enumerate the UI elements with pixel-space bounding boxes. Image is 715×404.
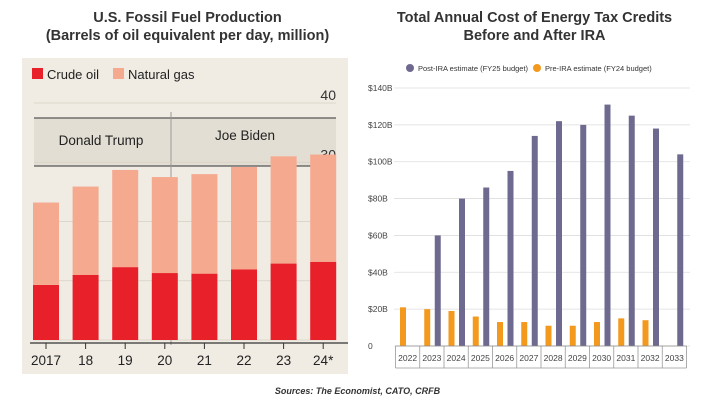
y-tick-label: $40B xyxy=(368,267,388,277)
y-tick-label: 0 xyxy=(368,341,373,351)
bar-post-ira xyxy=(459,198,465,346)
bar-natural-gas xyxy=(191,174,218,274)
bar-post-ira xyxy=(604,104,611,346)
bar-crude-oil xyxy=(72,274,99,340)
annotation-donald-trump: Donald Trump xyxy=(59,133,144,148)
x-tick-label: 24* xyxy=(313,353,334,368)
bar-natural-gas xyxy=(310,154,337,262)
bar-natural-gas xyxy=(33,202,59,285)
x-tick-label: 2027 xyxy=(519,353,538,363)
x-tick-label: 2032 xyxy=(641,353,660,363)
legend-label-pre-ira: Pre-IRA estimate (FY24 budget) xyxy=(545,64,652,73)
bar-post-ira xyxy=(531,135,538,346)
legend-marker-post-ira xyxy=(406,64,414,72)
y-tick-label: $100B xyxy=(368,157,393,167)
annotation-joe-biden: Joe Biden xyxy=(215,128,275,143)
bar-natural-gas xyxy=(231,166,257,270)
bar-post-ira xyxy=(653,128,659,346)
x-tick-label: 18 xyxy=(78,353,93,368)
legend-marker-pre-ira xyxy=(533,64,541,72)
x-tick-label: 2028 xyxy=(544,353,563,363)
y-tick-label: $80B xyxy=(368,194,388,204)
bar-post-ira xyxy=(556,121,562,347)
y-tick-label: $140B xyxy=(368,83,393,93)
bar-natural-gas xyxy=(151,177,178,274)
bar-natural-gas xyxy=(72,186,99,275)
x-tick-label: 23 xyxy=(276,353,291,368)
bar-crude-oil xyxy=(191,273,218,340)
x-tick-label: 22 xyxy=(236,353,251,368)
bar-crude-oil xyxy=(270,263,297,340)
x-tick-label: 19 xyxy=(118,353,133,368)
bar-crude-oil xyxy=(112,267,139,340)
legend-label-crude-oil: Crude oil xyxy=(47,67,99,82)
bar-pre-ira xyxy=(594,322,600,346)
left-chart-title: U.S. Fossil Fuel Production (Barrels of … xyxy=(10,9,365,45)
x-tick-label: 2024 xyxy=(447,353,466,363)
bar-post-ira xyxy=(580,124,587,346)
right-chart-title: Total Annual Cost of Energy Tax Credits … xyxy=(362,9,707,45)
x-tick-label: 2026 xyxy=(495,353,514,363)
y-tick-label: $120B xyxy=(368,120,393,130)
left-chart-subtitle: (Barrels of oil equivalent per day, mill… xyxy=(45,28,330,44)
legend-label-natural-gas: Natural gas xyxy=(128,67,195,82)
x-tick-label: 2022 xyxy=(398,353,417,363)
right-chart-title-main: Total Annual Cost of Energy Tax Credits xyxy=(396,10,673,26)
x-tick-label: 2025 xyxy=(471,353,490,363)
x-tick-label: 2033 xyxy=(665,353,684,363)
x-tick-label: 20 xyxy=(157,353,172,368)
bar-crude-oil xyxy=(310,261,337,340)
legend-swatch-crude-oil xyxy=(32,68,43,79)
x-tick-label: 2030 xyxy=(592,353,611,363)
bar-post-ira xyxy=(434,235,441,346)
x-tick-label: 2029 xyxy=(568,353,587,363)
sources-note: Sources: The Economist, CATO, CRFB xyxy=(274,386,441,396)
bar-post-ira xyxy=(677,154,684,346)
bar-pre-ira xyxy=(569,325,576,346)
bar-crude-oil xyxy=(151,273,178,340)
bar-pre-ira xyxy=(618,318,625,346)
bar-pre-ira xyxy=(400,307,406,346)
y-tick-label: $20B xyxy=(368,304,388,314)
bar-pre-ira xyxy=(472,316,479,346)
bar-pre-ira xyxy=(448,310,455,346)
x-tick-label: 2017 xyxy=(31,353,61,368)
bar-pre-ira xyxy=(497,322,503,346)
left-chart-title-main: U.S. Fossil Fuel Production xyxy=(93,10,282,26)
x-tick-label: 21 xyxy=(197,353,212,368)
bar-pre-ira xyxy=(642,320,649,346)
bar-post-ira xyxy=(507,170,514,346)
x-tick-label: 2023 xyxy=(422,353,441,363)
right-chart-subtitle: Before and After IRA xyxy=(463,28,606,44)
bar-natural-gas xyxy=(270,156,297,264)
bar-post-ira xyxy=(483,187,490,346)
bar-crude-oil xyxy=(33,284,59,340)
bar-post-ira xyxy=(628,115,635,347)
bar-pre-ira xyxy=(545,325,552,346)
legend-swatch-natural-gas xyxy=(113,68,124,79)
bar-natural-gas xyxy=(112,169,139,268)
y-tick-label: 40 xyxy=(320,87,336,103)
bar-pre-ira xyxy=(424,309,431,346)
bar-crude-oil xyxy=(231,269,257,340)
legend-label-post-ira: Post-IRA estimate (FY25 budget) xyxy=(418,64,529,73)
x-tick-label: 2031 xyxy=(616,353,635,363)
bar-pre-ira xyxy=(521,322,528,346)
y-tick-label: $60B xyxy=(368,230,388,240)
